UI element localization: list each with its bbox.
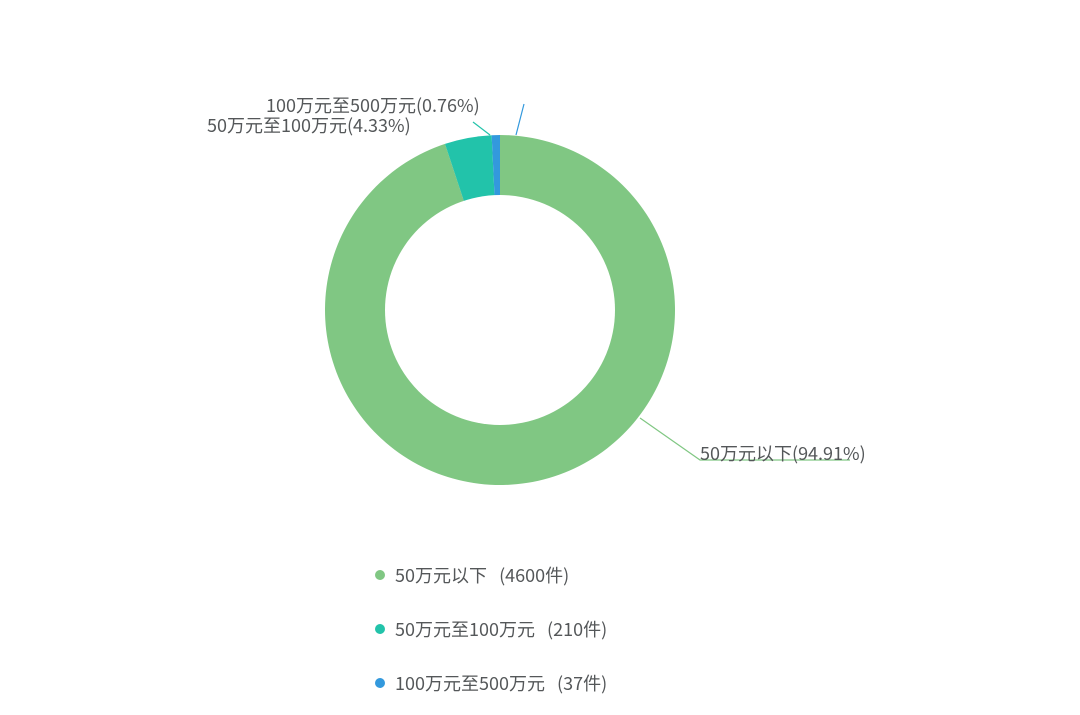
legend-label: 100万元至500万元 (37件) [395,670,607,696]
legend-label: 50万元至100万元 (210件) [395,616,607,642]
legend-label: 50万元以下 (4600件) [395,562,569,588]
legend-dot-icon [375,678,385,688]
legend-item-100-500wan: 100万元至500万元 (37件) [375,670,607,696]
donut-group [325,135,675,485]
legend: 50万元以下 (4600件) 50万元至100万元 (210件) 100万元至5… [375,562,607,715]
legend-item-50-100wan: 50万元至100万元 (210件) [375,616,607,642]
legend-item-50wan-below: 50万元以下 (4600件) [375,562,607,588]
legend-dot-icon [375,624,385,634]
callout-label-50wan-below: 50万元以下(94.91%) [700,440,866,466]
legend-dot-icon [375,570,385,580]
donut-hole [385,195,615,425]
chart-stage: 50万元以下(94.91%) 50万元至100万元(4.33%) 100万元至5… [0,0,1080,715]
leader-line-2 [516,104,524,135]
leader-line-1 [473,122,490,135]
callout-label-100-500wan: 100万元至500万元(0.76%) [266,92,480,118]
